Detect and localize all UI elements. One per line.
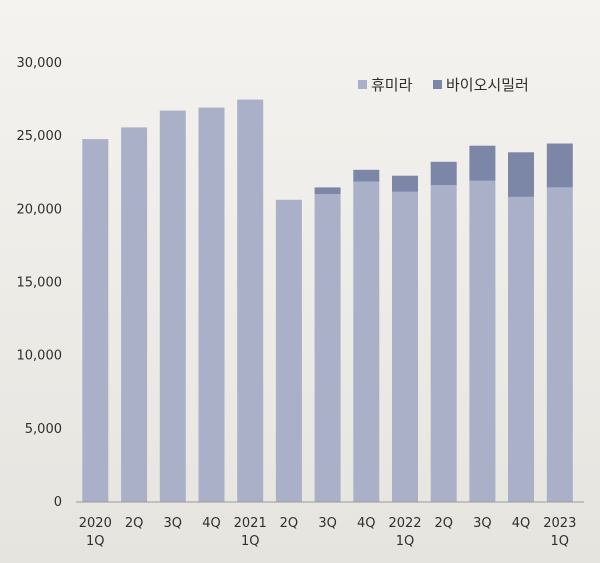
bar-biosimilar (353, 169, 380, 182)
x-tick-label: 4Q (357, 516, 376, 531)
bar-biosimilar (392, 175, 418, 192)
bar-humira (82, 139, 109, 502)
bar-humira (314, 194, 341, 502)
x-tick-label: 2020 (79, 516, 112, 531)
bar-humira (198, 107, 225, 502)
y-tick-label: 10,000 (17, 349, 63, 364)
x-tick-label: 3Q (318, 516, 337, 531)
x-tick-label: 4Q (202, 516, 221, 531)
y-tick-label: 25,000 (17, 129, 63, 144)
y-tick-label: 0 (54, 495, 62, 510)
x-tick-label: 1Q (86, 534, 105, 549)
bar-humira (159, 110, 186, 502)
x-tick-label: 4Q (512, 516, 531, 531)
bar-biosimilar (546, 143, 573, 188)
bar-humira (275, 199, 302, 503)
legend-label-humira: 휴미라 (371, 76, 413, 94)
x-tick-label: 2Q (280, 516, 299, 531)
x-tick-label: 2023 (543, 516, 576, 531)
legend-swatch-humira (358, 80, 367, 89)
x-tick-label: 2Q (125, 516, 144, 531)
bar-humira (430, 185, 457, 502)
x-axis: 2020 1Q 2Q 3Q 4Q 2021 1Q 2Q 3Q 4Q 2022 1Q 2Q 3Q 4Q 2023… (79, 516, 577, 549)
bar-biosimilar (469, 145, 496, 181)
x-tick-label: 1Q (396, 534, 415, 549)
bar-biosimilar (508, 152, 534, 197)
legend: 휴미라 바이오시밀러 (358, 76, 529, 94)
legend-label-biosimilar: 바이오시밀러 (446, 76, 529, 94)
x-tick-label: 3Q (164, 516, 183, 531)
y-tick-label: 15,000 (17, 276, 63, 291)
bar-biosimilar (314, 187, 341, 194)
bar-humira (469, 180, 496, 503)
legend-swatch-biosimilar (433, 80, 442, 89)
bar-humira (237, 99, 264, 502)
bar-humira (121, 127, 148, 503)
bar-humira (353, 181, 380, 502)
x-tick-label: 1Q (551, 534, 570, 549)
y-tick-label: 20,000 (17, 202, 63, 217)
y-tick-label: 30,000 (17, 56, 63, 71)
x-tick-label: 2022 (388, 516, 421, 531)
y-tick-label: 5,000 (25, 422, 62, 437)
y-axis: 0 5,000 10,000 15,000 20,000 25,000 30,000 (17, 56, 63, 510)
x-tick-label: 2021 (234, 516, 267, 531)
bar-humira (508, 196, 534, 502)
bars (82, 99, 573, 503)
x-tick-label: 2Q (434, 516, 453, 531)
bar-humira (392, 191, 418, 503)
x-tick-label: 3Q (473, 516, 492, 531)
bar-humira (546, 187, 573, 502)
bar-biosimilar (430, 161, 457, 186)
x-tick-label: 1Q (241, 534, 260, 549)
